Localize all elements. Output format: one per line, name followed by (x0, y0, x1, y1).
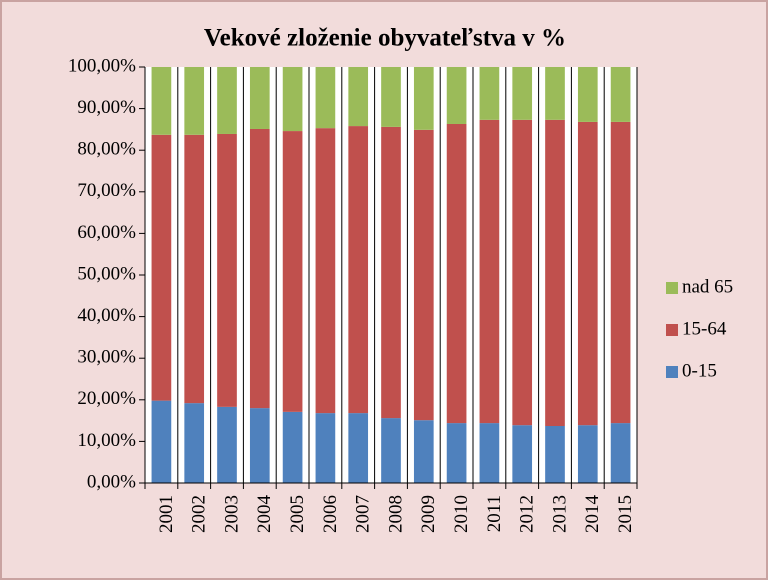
y-tick-label: 0,00% (87, 471, 136, 492)
bar-segment (479, 423, 500, 483)
y-tick-label: 100,00% (68, 55, 136, 76)
legend-swatch (666, 324, 678, 336)
bar-segment (151, 134, 172, 401)
y-tick-label: 60,00% (77, 222, 136, 243)
legend-label: 15-64 (682, 318, 727, 339)
x-tick-label: 2009 (418, 495, 439, 533)
bar-segment (217, 406, 237, 483)
chart-title: Vekové zloženie obyvateľstva v % (204, 25, 566, 52)
x-tick-label: 2006 (320, 495, 341, 533)
x-tick-label: 2010 (451, 495, 472, 533)
bar-segment (577, 67, 598, 122)
bar-segment (249, 408, 270, 483)
bar-segment (479, 119, 500, 424)
bar-segment (184, 134, 205, 404)
bar-segment (184, 403, 205, 483)
x-tick-label: 2015 (615, 495, 636, 533)
legend-swatch (666, 366, 678, 378)
bar-segment (315, 413, 336, 483)
bar-segment (151, 67, 172, 135)
y-tick-label: 10,00% (77, 430, 136, 451)
y-tick-label: 90,00% (77, 97, 136, 118)
y-tick-label: 30,00% (77, 347, 136, 368)
bar-segment (512, 425, 533, 483)
bar-segment (282, 411, 303, 483)
bar-segment (610, 423, 631, 483)
bar-segment (545, 67, 565, 120)
bar-segment (381, 67, 401, 127)
bar-segment (184, 67, 205, 135)
bar-segment (577, 121, 598, 426)
bar-segment (151, 400, 172, 483)
bar-segment (381, 418, 401, 483)
x-tick-label: 2011 (484, 495, 505, 532)
x-tick-label: 2005 (287, 495, 308, 533)
x-tick-label: 2012 (517, 495, 538, 533)
x-tick-label: 2007 (353, 495, 374, 533)
bar-segment (446, 67, 467, 124)
bar-segment (413, 129, 434, 421)
legend-label: 0-15 (682, 360, 717, 381)
bar-segment (315, 128, 336, 414)
bar-segment (610, 121, 631, 424)
x-tick-label: 2008 (385, 495, 406, 533)
bar-segment (282, 67, 303, 132)
x-tick-label: 2001 (156, 495, 177, 533)
bar-segment (381, 126, 401, 419)
legend-label: nad 65 (682, 276, 733, 297)
bar-segment (249, 67, 270, 129)
bar-segment (348, 126, 369, 414)
bar-segment (348, 413, 369, 483)
legend-swatch (666, 282, 678, 294)
bar-segment (217, 67, 237, 134)
bar-segment (545, 426, 565, 483)
bar-segment (413, 420, 434, 483)
y-tick-label: 20,00% (77, 388, 136, 409)
bar-segment (512, 67, 533, 120)
y-tick-label: 40,00% (77, 305, 136, 326)
bar-segment (315, 67, 336, 129)
bar-segment (348, 67, 369, 127)
y-tick-label: 80,00% (77, 139, 136, 160)
x-tick-label: 2013 (549, 495, 570, 533)
bar-segment (610, 67, 631, 122)
bar-segment (577, 425, 598, 483)
x-tick-label: 2002 (189, 495, 210, 533)
y-tick-label: 50,00% (77, 263, 136, 284)
bar-segment (249, 128, 270, 409)
bar-segment (217, 133, 237, 407)
bar-segment (545, 119, 565, 427)
x-tick-label: 2014 (582, 495, 603, 534)
bar-segment (282, 131, 303, 412)
y-tick-label: 70,00% (77, 180, 136, 201)
bar-segment (446, 423, 467, 483)
x-tick-label: 2003 (221, 495, 242, 533)
x-tick-label: 2004 (254, 495, 275, 534)
bar-segment (446, 123, 467, 424)
bar-segment (479, 67, 500, 120)
bar-segment (413, 67, 434, 130)
bar-segment (512, 119, 533, 426)
